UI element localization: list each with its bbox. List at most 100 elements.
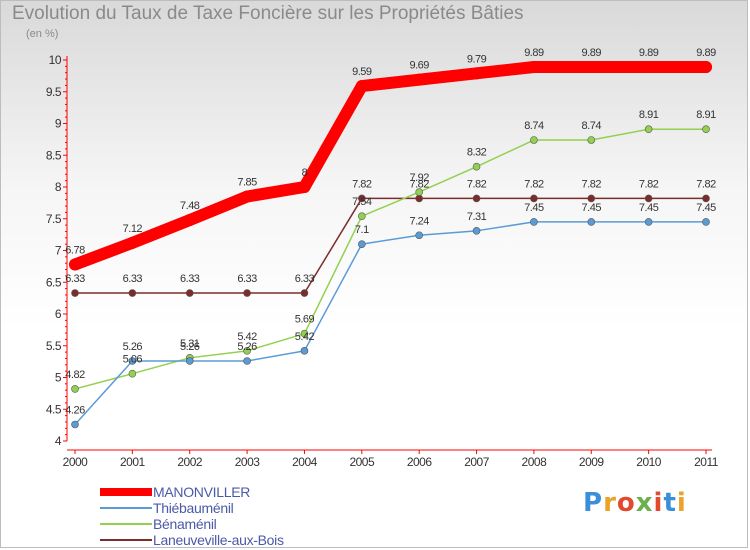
data-label: 8 — [302, 167, 308, 179]
series-line — [74, 128, 707, 390]
chart-title: Evolution du Taux de Taxe Foncière sur l… — [12, 3, 524, 24]
x-tick-label: 2001 — [120, 455, 146, 469]
data-point — [644, 125, 653, 134]
y-tick-label: 6 — [55, 307, 62, 321]
logo-letter: P — [583, 488, 604, 518]
data-point — [470, 67, 483, 80]
data-label: 8.32 — [467, 147, 487, 159]
y-tick-label: 5 — [55, 371, 62, 385]
data-label: 7.45 — [524, 202, 544, 214]
data-label: 9.89 — [639, 47, 659, 59]
data-label: 7.82 — [639, 178, 659, 190]
series-line — [69, 60, 712, 271]
data-point — [128, 289, 137, 297]
legend-label: MANONVILLER — [153, 484, 251, 500]
legend-item: MANONVILLER — [100, 484, 284, 500]
data-label: 7.54 — [352, 196, 372, 208]
data-label: 7.82 — [582, 178, 602, 190]
y-tick-label: 6.5 — [46, 275, 62, 289]
y-tick-label: 8 — [55, 180, 62, 194]
data-point — [183, 214, 196, 227]
x-tick-label: 2010 — [636, 455, 662, 469]
legend-label: Thiébauménil — [153, 500, 234, 516]
data-point — [128, 369, 137, 378]
data-point — [644, 194, 653, 203]
logo-letter: o — [616, 488, 636, 518]
data-point — [530, 218, 538, 226]
logo-letter: t — [663, 488, 677, 518]
data-point — [702, 125, 710, 134]
data-point — [126, 236, 139, 249]
x-tick-label: 2008 — [522, 455, 548, 469]
x-tick-label: 2007 — [464, 455, 490, 469]
data-label: 8.91 — [639, 109, 659, 121]
data-point — [243, 357, 251, 365]
data-point — [527, 60, 540, 73]
data-point — [355, 80, 368, 93]
data-point — [585, 60, 598, 73]
data-label: 6.33 — [123, 273, 143, 285]
logo-letter: i — [676, 488, 687, 518]
data-point — [644, 218, 653, 226]
data-point — [185, 357, 194, 365]
data-label: 8.74 — [524, 120, 544, 132]
x-tick-label: 2002 — [177, 455, 203, 469]
data-point — [128, 357, 137, 365]
data-label: 6.33 — [180, 273, 200, 285]
data-point — [69, 258, 81, 271]
legend-label: Bénaménil — [153, 516, 217, 532]
series-manonviller — [69, 60, 712, 271]
y-tick-label: 7.5 — [46, 212, 62, 226]
y-unit-label: (en %) — [26, 28, 59, 40]
data-point — [702, 218, 710, 226]
data-point — [587, 218, 596, 226]
data-label: 5.26 — [180, 341, 200, 353]
data-point — [71, 420, 79, 429]
data-point — [71, 289, 79, 297]
data-point — [472, 194, 481, 203]
legend-item: Laneuveville-aux-Bois — [100, 532, 284, 548]
data-label: 9.89 — [582, 47, 602, 59]
data-label: 9.79 — [467, 53, 487, 65]
x-tick-label: 2011 — [694, 455, 719, 469]
series-laneuveville-aux-bois — [71, 194, 710, 297]
y-tick-label: 7 — [55, 244, 62, 258]
y-tick-label: 8.5 — [46, 148, 62, 162]
x-tick-label: 2006 — [407, 455, 433, 469]
data-label: 7.24 — [409, 215, 429, 227]
data-point — [185, 289, 194, 297]
data-point — [300, 289, 309, 297]
logo-letter: x — [635, 488, 654, 518]
data-point — [415, 194, 423, 203]
x-tick-label: 2005 — [349, 455, 375, 469]
data-point — [413, 73, 426, 86]
y-tick-label: 5.5 — [46, 339, 62, 353]
data-point — [300, 347, 309, 355]
data-label: 7.12 — [123, 223, 143, 235]
data-label: 9.59 — [352, 66, 372, 78]
data-label: 6.33 — [65, 273, 85, 285]
data-point — [472, 162, 481, 171]
y-tick-label: 9.5 — [46, 85, 62, 99]
data-label: 7.48 — [180, 200, 200, 212]
legend-item: Thiébauménil — [100, 500, 284, 516]
data-label: 5.69 — [295, 314, 315, 326]
data-label: 5.42 — [237, 331, 257, 343]
y-tick-label: 4 — [55, 434, 62, 448]
data-point — [358, 240, 366, 248]
data-label: 7.31 — [467, 211, 487, 223]
data-label: 7.82 — [696, 178, 716, 190]
data-point — [243, 347, 251, 355]
data-point — [241, 190, 254, 203]
data-label: 9.89 — [696, 47, 716, 59]
legend-item: Bénaménil — [100, 516, 284, 532]
data-label: 5.26 — [123, 341, 143, 353]
legend-swatch — [100, 523, 152, 525]
data-label: 7.45 — [582, 202, 602, 214]
data-label: 4.26 — [65, 404, 85, 416]
series-line — [74, 197, 707, 294]
data-point — [530, 194, 538, 203]
y-tick-label: 10 — [49, 53, 62, 67]
legend: MANONVILLER Thiébauménil Bénaménil Laneuvev… — [100, 484, 284, 548]
